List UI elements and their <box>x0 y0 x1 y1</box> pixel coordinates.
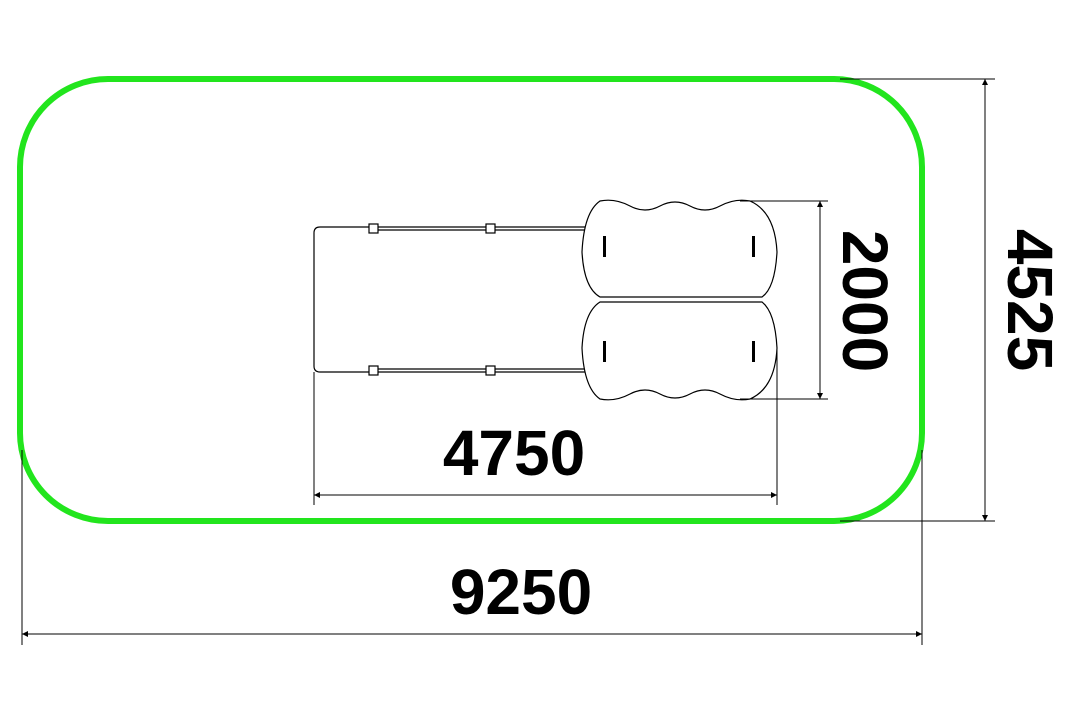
equipment-length-label: 4750 <box>443 417 585 489</box>
pad-bottom-handle-right <box>752 341 755 362</box>
post-top-2 <box>485 223 496 234</box>
post-bottom-1 <box>368 365 379 376</box>
overall-depth-label: 4525 <box>994 229 1066 371</box>
dimension-overall-depth <box>840 78 995 522</box>
pad-top-handle-left <box>603 236 606 257</box>
dimension-equipment-width <box>740 200 828 400</box>
equipment-frame <box>313 223 588 376</box>
overall-width-label: 9250 <box>450 556 592 628</box>
pad-bottom <box>581 301 778 401</box>
equipment-pads <box>581 199 778 401</box>
pad-top <box>581 199 778 298</box>
post-bottom-2 <box>485 365 496 376</box>
frame-left-end <box>313 226 588 373</box>
equipment-width-label: 2000 <box>829 230 901 372</box>
dimension-overall-width <box>21 450 923 645</box>
pad-bottom-handle-left <box>603 341 606 362</box>
safety-zone-outline <box>17 76 925 524</box>
post-top-1 <box>368 223 379 234</box>
pad-top-handle-right <box>752 236 755 257</box>
dimension-equipment-length <box>313 348 778 505</box>
